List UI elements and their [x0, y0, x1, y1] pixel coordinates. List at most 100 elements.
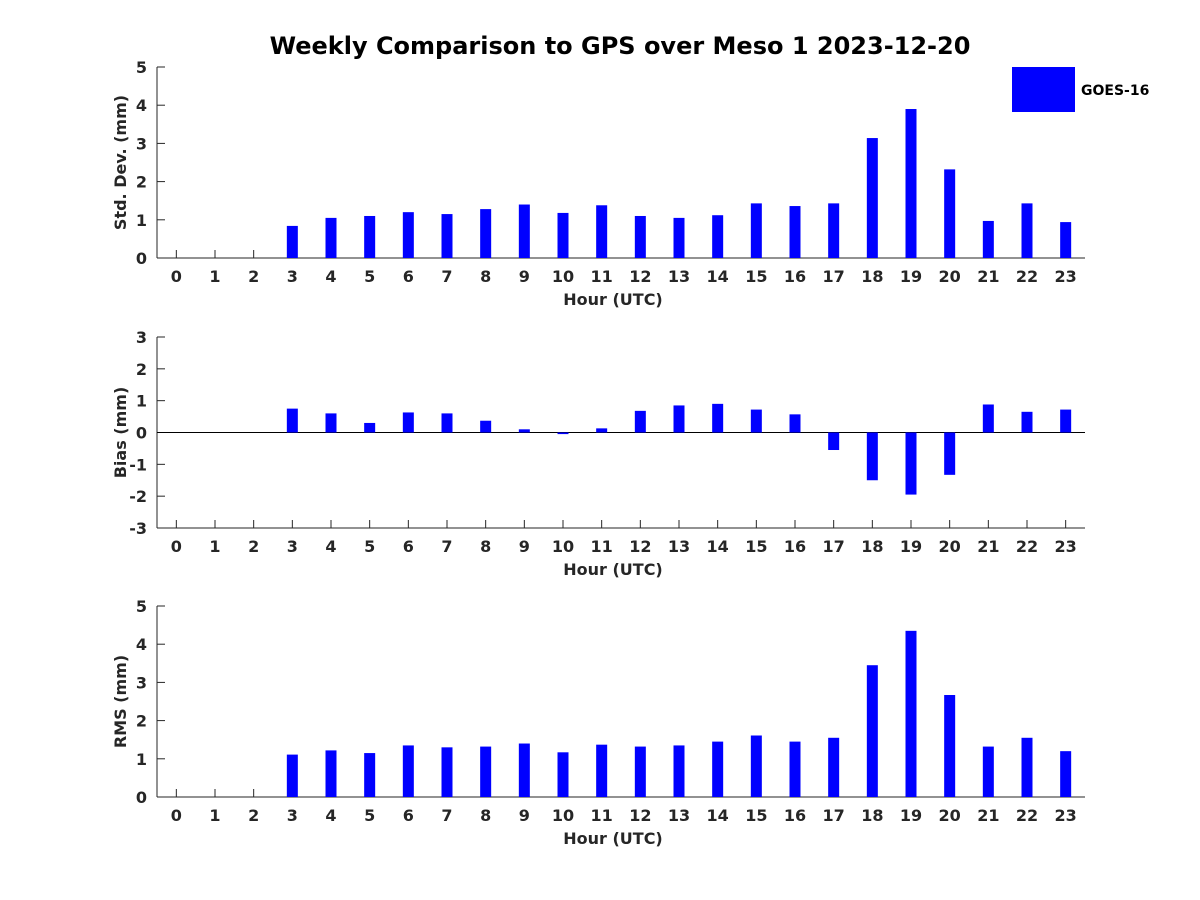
bar — [673, 745, 685, 797]
x-tick-label: 12 — [629, 806, 651, 825]
bar — [982, 220, 994, 258]
bar — [596, 428, 608, 433]
x-tick-label: 12 — [629, 267, 651, 286]
x-tick-label: 22 — [1016, 806, 1038, 825]
bar — [402, 412, 414, 433]
x-tick-label: 1 — [209, 537, 220, 556]
x-tick-label: 11 — [591, 267, 613, 286]
y-tick-label: 5 — [136, 597, 147, 616]
x-tick-label: 17 — [823, 537, 845, 556]
y-tick-label: 0 — [136, 249, 147, 268]
x-tick-label: 23 — [1055, 806, 1077, 825]
x-tick-label: 4 — [325, 806, 336, 825]
x-tick-label: 16 — [784, 806, 806, 825]
x-tick-label: 5 — [364, 806, 375, 825]
bar — [1021, 737, 1033, 797]
x-tick-label: 15 — [745, 267, 767, 286]
x-tick-label: 19 — [900, 806, 922, 825]
y-tick-label: -3 — [129, 519, 147, 538]
bar — [1060, 222, 1072, 258]
x-tick-label: 23 — [1055, 537, 1077, 556]
bar — [789, 741, 801, 797]
legend-label: GOES-16 — [1081, 83, 1149, 99]
x-tick-label: 3 — [287, 537, 298, 556]
bar — [596, 744, 608, 797]
bar — [480, 746, 492, 797]
bar — [750, 203, 762, 258]
x-tick-label: 19 — [900, 537, 922, 556]
x-tick-label: 9 — [519, 267, 530, 286]
x-tick-label: 18 — [861, 806, 883, 825]
x-tick-label: 3 — [287, 267, 298, 286]
y-axis-label: Std. Dev. (mm) — [111, 95, 130, 230]
x-tick-label: 0 — [171, 537, 182, 556]
bar — [480, 209, 492, 258]
bar — [944, 169, 956, 258]
bar — [364, 422, 376, 433]
bar — [325, 750, 337, 797]
bar — [905, 630, 917, 797]
x-tick-label: 6 — [403, 267, 414, 286]
bar — [1021, 203, 1033, 258]
x-tick-label: 13 — [668, 267, 690, 286]
bar — [325, 413, 337, 433]
x-tick-label: 5 — [364, 267, 375, 286]
y-tick-label: 4 — [136, 635, 147, 654]
x-tick-label: 10 — [552, 806, 574, 825]
bar — [1060, 409, 1072, 433]
bar — [828, 203, 840, 258]
bar — [789, 206, 801, 258]
x-tick-label: 21 — [977, 806, 999, 825]
x-tick-label: 10 — [552, 267, 574, 286]
x-tick-label: 22 — [1016, 537, 1038, 556]
bar — [518, 429, 530, 433]
bar — [557, 752, 569, 797]
legend-swatch — [1012, 67, 1075, 112]
x-tick-label: 7 — [441, 267, 452, 286]
bar — [1021, 411, 1033, 433]
legend: GOES-16 — [1012, 67, 1149, 112]
x-tick-label: 15 — [745, 537, 767, 556]
bar — [557, 212, 569, 258]
bar — [634, 746, 646, 797]
y-tick-label: 1 — [136, 211, 147, 230]
x-tick-label: 12 — [629, 537, 651, 556]
x-tick-label: 11 — [591, 806, 613, 825]
x-tick-label: 8 — [480, 806, 491, 825]
bar — [944, 432, 956, 475]
x-tick-label: 5 — [364, 537, 375, 556]
bar — [402, 212, 414, 258]
bar — [480, 420, 492, 433]
bar — [673, 217, 685, 258]
x-tick-label: 20 — [939, 806, 961, 825]
bar — [866, 432, 878, 481]
bar — [596, 205, 608, 258]
bar — [557, 432, 569, 435]
x-tick-label: 18 — [861, 537, 883, 556]
bar — [441, 747, 453, 797]
y-tick-label: 3 — [136, 328, 147, 347]
x-tick-label: 15 — [745, 806, 767, 825]
bar — [712, 741, 724, 797]
x-tick-label: 0 — [171, 267, 182, 286]
x-tick-label: 2 — [248, 267, 259, 286]
bar — [286, 754, 298, 797]
y-tick-label: 2 — [136, 173, 147, 192]
y-tick-label: 2 — [136, 712, 147, 731]
bar — [905, 432, 917, 495]
x-tick-label: 8 — [480, 537, 491, 556]
bar — [441, 214, 453, 258]
bar — [712, 215, 724, 258]
x-tick-label: 13 — [668, 537, 690, 556]
x-tick-label: 13 — [668, 806, 690, 825]
bar — [634, 410, 646, 433]
x-tick-label: 1 — [209, 267, 220, 286]
x-tick-label: 9 — [519, 537, 530, 556]
x-tick-label: 8 — [480, 267, 491, 286]
y-axis-label: Bias (mm) — [111, 387, 130, 479]
bar — [441, 413, 453, 433]
bar — [750, 735, 762, 797]
